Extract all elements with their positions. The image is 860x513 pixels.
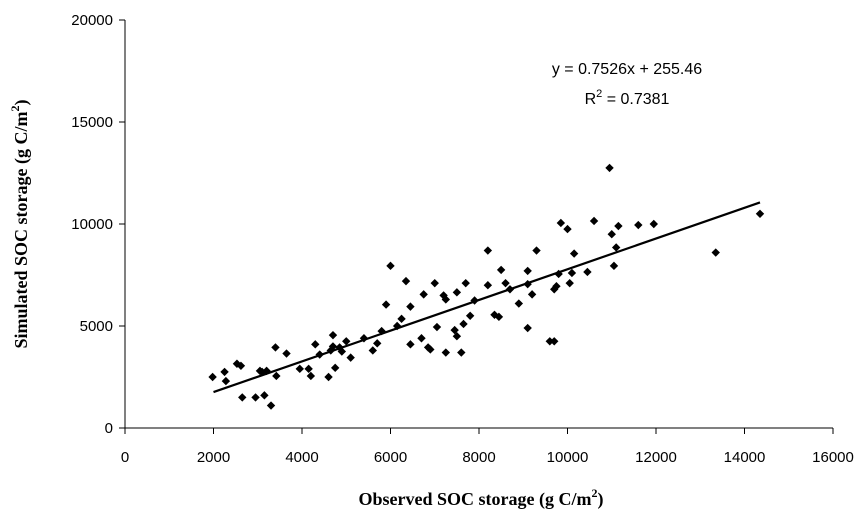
data-point: [368, 346, 377, 355]
data-point: [755, 209, 765, 218]
data-point: [342, 337, 351, 346]
trendline-equation: y = 0.7526x + 255.46: [552, 61, 702, 78]
data-point: [304, 364, 313, 374]
data-point: [465, 311, 475, 320]
data-point: [609, 261, 619, 271]
data-point: [266, 401, 276, 410]
x-tick-label: 8000: [462, 449, 495, 466]
y-tick-label: 0: [105, 420, 113, 437]
data-point: [417, 334, 426, 343]
data-point: [483, 281, 493, 290]
data-point: [483, 246, 493, 255]
data-point: [432, 322, 442, 332]
data-point: [271, 343, 280, 352]
data-point: [426, 345, 435, 354]
data-point: [295, 364, 304, 374]
y-tick-label: 20000: [71, 12, 113, 29]
data-point: [550, 285, 559, 294]
x-tick-label: 16000: [812, 449, 854, 466]
data-point: [532, 246, 541, 255]
data-point: [605, 163, 614, 173]
x-tick-label: 0: [121, 449, 129, 466]
x-tick-label: 2000: [197, 449, 230, 466]
axes: [119, 19, 834, 434]
data-point: [649, 219, 658, 229]
data-point: [238, 393, 247, 402]
x-tick-label: 12000: [635, 449, 677, 466]
y-axis-title: Simulated SOC storage (g C/m2): [8, 100, 32, 349]
data-point: [328, 342, 338, 351]
data-point: [441, 295, 451, 304]
y-tick-label: 10000: [71, 216, 113, 233]
r-squared-label: R2 = 0.7381: [585, 88, 670, 108]
data-point: [457, 348, 466, 357]
data-point: [346, 353, 355, 362]
data-point: [430, 278, 439, 288]
y-tick-label: 15000: [71, 114, 113, 131]
data-point: [567, 268, 577, 278]
data-point: [221, 376, 231, 386]
data-point: [514, 299, 524, 308]
data-point: [589, 216, 599, 226]
data-point: [282, 349, 291, 358]
data-point: [563, 224, 572, 234]
x-tick-labels: 0 2000 4000 6000 8000 10000 12000 14000 16000: [121, 449, 854, 466]
data-point: [397, 314, 406, 324]
x-tick-label: 6000: [374, 449, 407, 466]
data-point: [208, 372, 217, 382]
data-point: [406, 340, 415, 349]
data-point: [569, 249, 579, 258]
data-point: [236, 361, 246, 370]
data-point: [441, 348, 451, 357]
data-point: [330, 363, 340, 373]
data-point: [583, 267, 592, 277]
x-tick-label: 10000: [547, 449, 589, 466]
data-point: [501, 278, 510, 288]
data-point: [496, 265, 506, 275]
y-tick-labels: 0 5000 10000 15000 20000: [71, 12, 113, 437]
data-point: [306, 371, 316, 381]
trendline: [213, 201, 761, 394]
x-tick-label: 4000: [285, 449, 318, 466]
x-axis-title: Observed SOC storage (g C/m2): [359, 486, 604, 510]
x-tick-label: 14000: [724, 449, 766, 466]
data-point: [711, 248, 720, 257]
data-points: [208, 163, 765, 410]
data-point: [311, 340, 320, 349]
data-point: [494, 312, 504, 322]
data-point: [461, 278, 470, 288]
data-point: [607, 230, 616, 239]
data-point: [328, 330, 338, 340]
data-point: [527, 290, 537, 299]
data-point: [556, 218, 566, 228]
data-point: [324, 372, 333, 382]
data-point: [611, 243, 621, 252]
data-point: [373, 339, 382, 348]
data-point: [272, 371, 281, 381]
data-point: [452, 332, 462, 341]
data-point: [550, 337, 559, 346]
data-point: [552, 282, 561, 291]
data-point: [452, 288, 462, 297]
data-point: [459, 319, 468, 329]
data-point: [523, 266, 532, 276]
data-point: [565, 278, 574, 288]
data-point: [614, 221, 623, 231]
data-point: [386, 261, 395, 271]
data-point: [401, 276, 411, 286]
data-point: [260, 391, 269, 400]
data-point: [381, 300, 391, 309]
data-point: [419, 290, 428, 299]
y-tick-label: 5000: [80, 318, 113, 335]
data-point: [634, 220, 643, 230]
data-point: [251, 393, 260, 402]
data-point: [220, 367, 229, 377]
data-point: [406, 302, 415, 311]
data-point: [523, 323, 532, 333]
data-point: [545, 337, 554, 346]
